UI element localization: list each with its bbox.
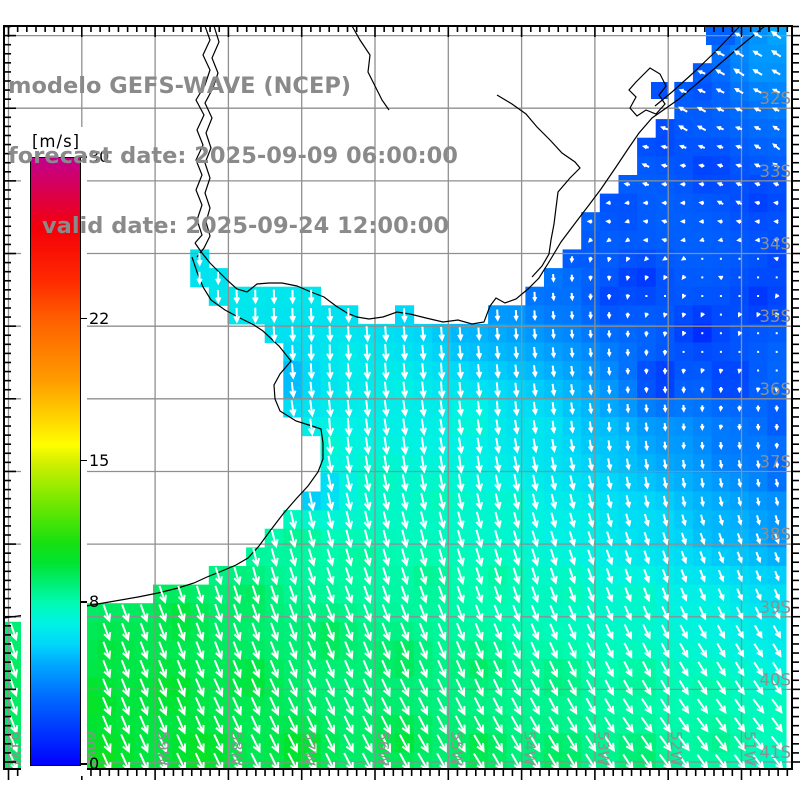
colorbar-tick-label: 30: [89, 147, 110, 166]
lat-label: 36S: [760, 380, 791, 399]
colorbar-tick: [81, 763, 87, 765]
valid-date: valid date: 2025-09-24 12:00:00: [42, 213, 450, 240]
lon-label: 59W: [154, 731, 172, 766]
map-frame-border: [3, 25, 793, 770]
lon-label: 57W: [301, 731, 319, 766]
colorbar-tick-label: 0: [89, 754, 100, 773]
lon-label: 56W: [374, 731, 392, 766]
colorbar-tick: [81, 459, 87, 462]
lat-label: 40S: [760, 670, 791, 689]
colorbar-tick: [81, 317, 87, 320]
colorbar-tick: [81, 601, 87, 603]
colorbar-tick-label: 8: [89, 592, 100, 612]
forecast-date: forecast date: 2025-09-09 06:00:00: [8, 143, 458, 170]
lon-label: 51W: [741, 731, 759, 766]
lat-label: 41S: [760, 743, 791, 762]
lon-label: 53W: [594, 731, 612, 766]
lat-label: 39S: [760, 598, 791, 617]
lat-label: 32S: [760, 89, 791, 108]
lat-label: 33S: [760, 162, 791, 181]
lat-label: 38S: [760, 525, 791, 544]
colorbar-tick-label: 15: [89, 450, 110, 470]
coastline-paths: [4, 26, 766, 619]
title-block: modelo GEFS-WAVE (NCEP) forecast date: 2…: [8, 28, 458, 285]
colorbar-unit-label: [m/s]: [32, 132, 81, 151]
wind-direction-arrows: [9, 30, 784, 769]
lat-label: 37S: [760, 453, 791, 472]
latlon-gridlines: [4, 26, 792, 769]
lon-label: 58W: [227, 731, 245, 766]
lon-label: 52W: [667, 731, 685, 766]
lon-label: 55W: [447, 731, 465, 766]
lon-label: 54W: [521, 731, 539, 766]
colorbar-tick: [81, 156, 87, 158]
colorbar-tick-label: 22: [89, 308, 110, 328]
lat-label: 34S: [760, 235, 791, 254]
colorbar-panel: [m/s] 30 22 15 8 0: [21, 127, 109, 776]
colorbar-gradient: [30, 157, 81, 766]
lat-label: 35S: [760, 307, 791, 326]
model-title: modelo GEFS-WAVE (NCEP): [8, 72, 352, 99]
